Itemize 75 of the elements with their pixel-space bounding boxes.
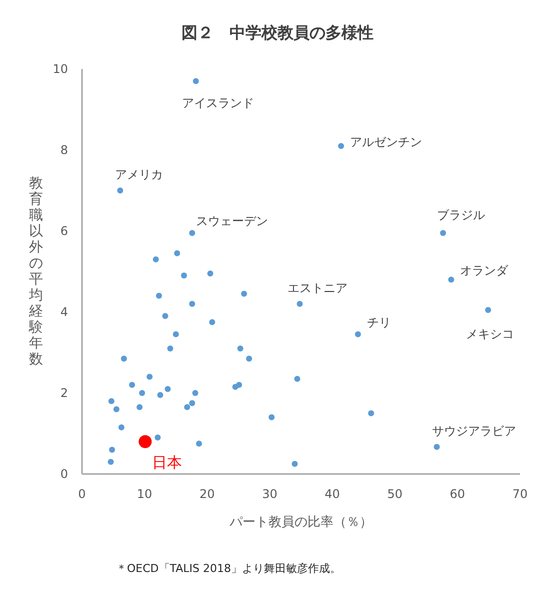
point (180, 272, 187, 279)
point (354, 331, 361, 338)
point (156, 292, 162, 299)
point (108, 458, 114, 465)
x-tick-label: 40 (324, 487, 340, 501)
point (154, 434, 161, 441)
point (174, 250, 180, 256)
point (120, 356, 127, 362)
point (192, 390, 198, 396)
annotation: エストニア (288, 280, 348, 295)
x-tick-label: 0 (78, 487, 86, 501)
chart-title: 図２ 中学校教員の多様性 (182, 23, 374, 42)
point (440, 230, 446, 236)
point (129, 382, 136, 388)
annotation: スウェーデン (196, 214, 268, 228)
point (294, 376, 300, 382)
point (268, 414, 275, 420)
annotation: オランダ (460, 264, 510, 278)
point (196, 440, 202, 447)
point (109, 446, 116, 453)
point (368, 410, 374, 416)
point (164, 386, 171, 392)
y-tick-label: 0 (60, 467, 68, 481)
point (296, 300, 303, 307)
annotation: サウジアラビア (432, 424, 516, 438)
x-axis-title: パート教員の比率（％） (228, 514, 372, 530)
point (485, 306, 492, 313)
point (136, 404, 143, 410)
point (117, 188, 124, 194)
point (172, 331, 179, 338)
annotation: アイスランド (182, 96, 254, 110)
annotation: アルゼンチン (350, 134, 422, 149)
point (146, 374, 153, 380)
x-tick-label: 10 (136, 487, 152, 501)
y-tick-label: 8 (60, 143, 68, 157)
x-tick-label: 50 (387, 487, 402, 501)
point (162, 313, 168, 320)
point (448, 276, 454, 283)
point (246, 356, 252, 362)
y-tick-label: 4 (60, 305, 68, 319)
point (292, 460, 298, 467)
y-tick-label: 2 (60, 386, 68, 400)
point (108, 398, 114, 404)
point (192, 78, 199, 84)
point (139, 390, 146, 396)
point (113, 406, 120, 412)
y-tick-label: 10 (52, 62, 68, 76)
point (189, 300, 196, 307)
text: ＊OECD「TALIS 2018」より舞田敏彦作成。 (116, 562, 341, 575)
point (237, 345, 244, 352)
x-tick-label: 20 (200, 487, 215, 501)
point (152, 256, 159, 262)
annotation: チリ (366, 315, 391, 330)
x-tick-label: 70 (512, 487, 528, 501)
y-tick-label: 6 (60, 224, 68, 238)
series-label: 日本 (152, 454, 182, 472)
point (241, 290, 248, 297)
annotation: アメリカ (115, 168, 164, 182)
x-tick-label: 30 (262, 487, 278, 501)
point (338, 142, 344, 149)
point (167, 345, 174, 352)
point (189, 400, 196, 406)
annotation: ブラジル (437, 208, 486, 222)
point (189, 230, 196, 236)
x-tick-label: 60 (450, 487, 466, 501)
point (236, 382, 242, 388)
point (157, 392, 164, 398)
point (209, 319, 216, 326)
annotation: メキシコ (466, 326, 514, 341)
text: 教育職以外の平均経験年数 (29, 176, 43, 368)
point (207, 270, 214, 277)
point (434, 444, 440, 450)
point (138, 435, 152, 448)
point (118, 424, 124, 430)
point (184, 404, 190, 410)
